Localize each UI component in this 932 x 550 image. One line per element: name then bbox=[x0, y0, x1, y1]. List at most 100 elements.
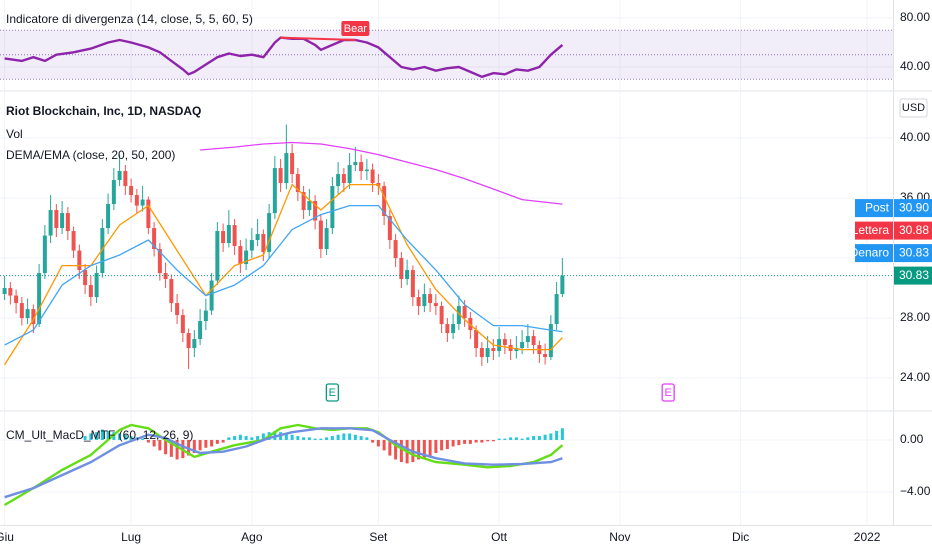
candle-body bbox=[221, 231, 226, 244]
candle-body bbox=[255, 234, 260, 241]
pane-title: Indicatore di divergenza (14, close, 5, … bbox=[6, 12, 253, 26]
event-label: E bbox=[329, 387, 336, 399]
histogram-bar bbox=[549, 433, 553, 440]
candle-body bbox=[186, 333, 191, 349]
histogram-bar bbox=[250, 437, 254, 440]
candle-body bbox=[134, 195, 139, 206]
histogram-bar bbox=[215, 439, 219, 444]
x-tick-label: Dic bbox=[732, 530, 749, 544]
candle-body bbox=[284, 153, 289, 184]
histogram-bar bbox=[100, 429, 104, 440]
histogram-bar bbox=[325, 437, 329, 440]
quote-value-box bbox=[894, 199, 932, 218]
candle-body bbox=[382, 186, 387, 217]
candle-body bbox=[290, 153, 295, 175]
histogram-bar bbox=[463, 439, 467, 444]
histogram-bar bbox=[152, 439, 156, 447]
quote-name-box bbox=[855, 244, 893, 263]
histogram-bar bbox=[399, 439, 403, 463]
histogram-bar bbox=[348, 433, 352, 440]
y-tick-label: 0.00 bbox=[900, 432, 924, 446]
histogram-bar bbox=[434, 439, 438, 453]
candle-body bbox=[152, 228, 157, 250]
currency: USD bbox=[902, 102, 925, 114]
histogram-bar bbox=[509, 437, 513, 440]
last-price-label: 30.83 bbox=[899, 268, 929, 282]
legend-entry: DEMA/EMA (close, 20, 50, 200) bbox=[6, 148, 175, 162]
quote-value-box bbox=[894, 244, 932, 263]
candle-body bbox=[330, 186, 335, 229]
histogram-bar bbox=[417, 439, 421, 460]
annotation: Bear bbox=[344, 23, 368, 35]
histogram-bar bbox=[296, 436, 300, 440]
candle-body bbox=[520, 342, 525, 349]
event-label: E bbox=[664, 387, 671, 399]
y-tick-label: 28.00 bbox=[900, 310, 930, 324]
annotation-box bbox=[341, 21, 370, 37]
histogram-bar bbox=[319, 438, 323, 440]
histogram-bar bbox=[123, 434, 127, 440]
candle-body bbox=[267, 213, 272, 253]
candle-body bbox=[238, 246, 243, 265]
candle-body bbox=[48, 210, 53, 236]
pane bbox=[0, 124, 893, 379]
candle-body bbox=[462, 306, 467, 319]
histogram-bar bbox=[359, 436, 363, 440]
series-line bbox=[200, 141, 563, 205]
candle-body bbox=[31, 309, 36, 325]
histogram-bar bbox=[497, 438, 501, 440]
x-tick-label: Set bbox=[369, 530, 388, 544]
candle-body bbox=[226, 225, 231, 244]
candle-body bbox=[405, 270, 410, 280]
candle-body bbox=[244, 250, 249, 265]
candle-body bbox=[232, 225, 237, 247]
series-line bbox=[4, 204, 563, 346]
candle-body bbox=[249, 240, 254, 251]
histogram-bar bbox=[371, 439, 375, 443]
candle-body bbox=[336, 174, 341, 187]
histogram-bar bbox=[457, 439, 461, 446]
histogram-bar bbox=[394, 439, 398, 460]
candle-body bbox=[485, 348, 490, 358]
quote-name: Post bbox=[865, 200, 890, 214]
histogram-bar bbox=[491, 439, 495, 442]
histogram-bar bbox=[261, 433, 265, 440]
candle-body bbox=[307, 201, 312, 211]
histogram-bar bbox=[204, 439, 208, 448]
candle-body bbox=[157, 249, 162, 274]
histogram-bar bbox=[382, 439, 386, 451]
candle-body bbox=[117, 171, 122, 181]
candle-body bbox=[8, 288, 13, 296]
histogram-bar bbox=[158, 439, 162, 451]
candle-body bbox=[180, 315, 185, 334]
candle-body bbox=[433, 303, 438, 307]
histogram-bar bbox=[164, 439, 168, 455]
candle-body bbox=[439, 306, 444, 325]
quote-name-box bbox=[855, 199, 893, 218]
candle-body bbox=[560, 275, 565, 295]
candle-body bbox=[525, 336, 530, 343]
histogram-bar bbox=[83, 436, 87, 440]
histogram-bar bbox=[480, 439, 484, 443]
y-tick-label: 40.00 bbox=[900, 130, 930, 144]
histogram-bar bbox=[526, 437, 530, 440]
histogram-bar bbox=[256, 436, 260, 440]
legend-entry: Vol bbox=[6, 127, 23, 141]
candle-body bbox=[474, 330, 479, 349]
candle-body bbox=[140, 199, 145, 206]
candle-body bbox=[491, 348, 496, 352]
candle-body bbox=[531, 336, 536, 346]
histogram-bar bbox=[95, 432, 99, 440]
histogram-bar bbox=[440, 439, 444, 451]
candle-body bbox=[65, 213, 70, 232]
candle-body bbox=[19, 303, 24, 319]
y-tick-label: 24.00 bbox=[900, 370, 930, 384]
candle-body bbox=[261, 234, 266, 253]
histogram-bar bbox=[543, 434, 547, 440]
candle-body bbox=[410, 270, 415, 298]
quote-value: 30.90 bbox=[899, 200, 929, 214]
candle-body bbox=[192, 339, 197, 349]
histogram-bar bbox=[307, 437, 311, 440]
candle-body bbox=[353, 162, 358, 166]
candle-body bbox=[456, 306, 461, 325]
